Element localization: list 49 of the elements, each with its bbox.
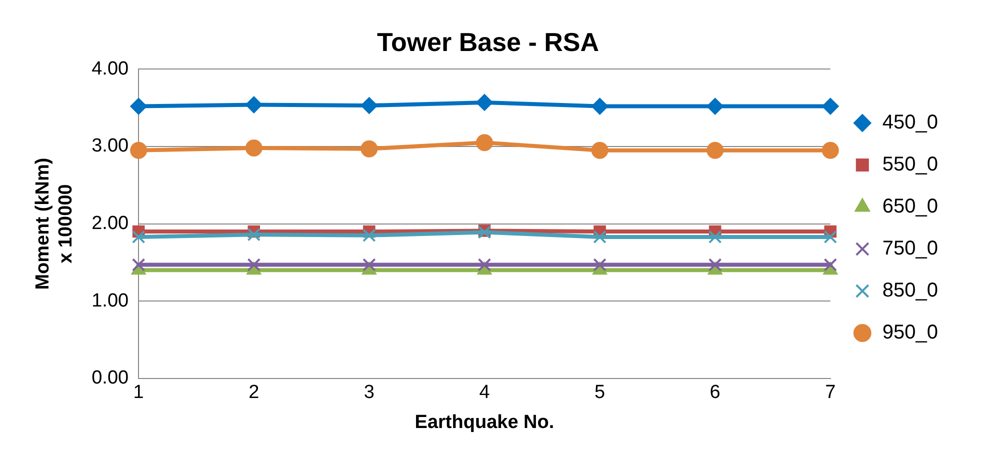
point [247,228,261,242]
point [706,142,724,159]
point [478,258,492,272]
x-tick-label: 1 [133,382,144,404]
x-tick-label: 7 [825,382,836,404]
chart-title: Tower Base - RSA [376,26,600,57]
point [360,140,378,158]
y-tick-label: 4.00 [92,58,129,80]
point [824,258,838,272]
y-axis-title: Moment (kNm) [32,158,54,290]
x-axis-title: Earthquake No. [414,412,554,433]
point [708,258,722,272]
point [822,98,839,115]
legend-label: 650_0 [882,196,938,218]
point [245,96,262,114]
point [130,98,148,115]
point [130,142,148,159]
point [708,230,722,244]
legend-label: 750_0 [882,238,938,260]
x-tick-label: 3 [364,382,374,404]
point [822,142,839,159]
point [360,97,378,114]
point [132,230,146,244]
x-tick-label: 5 [594,382,606,404]
point [476,134,493,152]
legend-label: 950_0 [882,322,938,344]
point [362,228,376,242]
y-tick-label: 0.00 [92,368,129,389]
point [591,142,608,159]
x-tick-label: 6 [710,382,720,404]
point [476,94,493,111]
point [593,258,606,272]
point [247,258,261,272]
point [591,98,608,115]
point [132,258,146,272]
point [245,140,262,157]
legend-label: 550_0 [882,154,938,176]
y-tick-label: 3.00 [92,136,129,157]
y-tick-label: 1.00 [92,290,129,312]
y-tick-label: 2.00 [92,213,129,234]
point [362,258,376,272]
x-tick-label: 2 [248,382,260,404]
point [824,230,838,244]
text: x 100000 [55,184,76,264]
point [706,98,724,115]
legend-label: 850_0 [882,280,938,302]
x-tick-label: 4 [479,382,490,404]
point [593,230,606,244]
legend-label: 450_0 [882,112,938,134]
